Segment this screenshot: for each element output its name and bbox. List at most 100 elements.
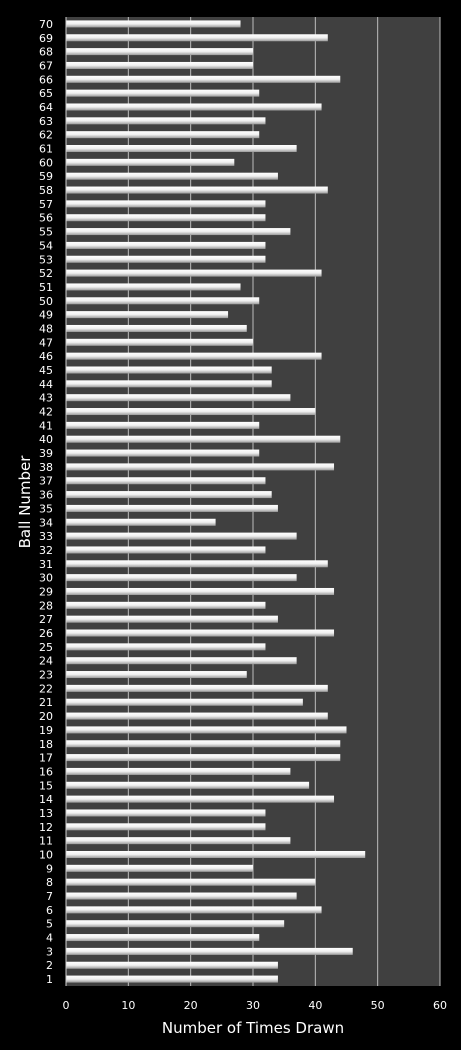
bar-ball-25: [66, 643, 266, 651]
bar-ball-18: [66, 740, 341, 748]
bar-ball-36: [66, 491, 272, 499]
y-tick-label: 61: [39, 143, 53, 156]
bar-ball-65: [66, 89, 260, 97]
y-tick-label: 19: [39, 724, 53, 737]
y-tick-label: 1: [46, 973, 53, 986]
y-tick-label: 29: [39, 585, 53, 598]
y-tick-label: 32: [39, 544, 53, 557]
bar-ball-55: [66, 228, 291, 236]
bar-ball-51: [66, 283, 241, 291]
bar-ball-16: [66, 767, 291, 775]
bar-ball-67: [66, 61, 253, 69]
bar-ball-56: [66, 214, 266, 222]
y-tick-label: 52: [39, 267, 53, 280]
bar-ball-27: [66, 615, 278, 623]
bar-ball-3: [66, 947, 353, 955]
bar-ball-33: [66, 532, 297, 540]
bar-ball-29: [66, 587, 335, 595]
y-tick-label: 2: [46, 959, 53, 972]
y-tick-label: 68: [39, 46, 53, 59]
bar-ball-22: [66, 684, 328, 692]
y-tick-label: 8: [46, 876, 53, 889]
y-tick-label: 48: [39, 322, 53, 335]
bar-ball-34: [66, 518, 216, 526]
y-tick-label: 28: [39, 599, 53, 612]
bar-ball-24: [66, 657, 297, 665]
y-tick-label: 25: [39, 641, 53, 654]
bar-ball-17: [66, 754, 341, 762]
x-tick-label: 20: [184, 999, 198, 1012]
bar-ball-42: [66, 408, 316, 416]
bar-ball-62: [66, 131, 260, 139]
y-tick-label: 14: [39, 793, 53, 806]
bar-ball-14: [66, 795, 335, 803]
bar-ball-53: [66, 255, 266, 263]
y-tick-label: 63: [39, 115, 53, 128]
y-tick-label: 57: [39, 198, 53, 211]
bar-ball-43: [66, 394, 291, 402]
y-tick-label: 9: [46, 862, 53, 875]
y-tick-label: 26: [39, 627, 53, 640]
y-tick-label: 60: [39, 156, 53, 169]
y-tick-label: 46: [39, 350, 53, 363]
x-axis-title: Number of Times Drawn: [162, 1019, 344, 1037]
y-tick-label: 24: [39, 655, 53, 668]
bar-ball-52: [66, 269, 322, 277]
bar-ball-23: [66, 671, 247, 679]
y-tick-label: 69: [39, 32, 53, 45]
y-tick-label: 15: [39, 779, 53, 792]
bar-ball-38: [66, 463, 335, 471]
y-tick-label: 53: [39, 253, 53, 266]
y-tick-label: 30: [39, 572, 53, 585]
bar-ball-48: [66, 324, 247, 332]
y-axis-title: Ball Number: [16, 455, 34, 549]
bar-ball-8: [66, 878, 316, 886]
bar-ball-57: [66, 200, 266, 208]
bar-ball-50: [66, 297, 260, 305]
bar-ball-5: [66, 920, 285, 928]
bar-ball-39: [66, 449, 260, 457]
bar-ball-58: [66, 186, 328, 194]
y-tick-label: 44: [39, 378, 53, 391]
x-tick-label: 40: [308, 999, 322, 1012]
y-tick-label: 16: [39, 765, 53, 778]
bar-ball-70: [66, 20, 241, 28]
y-tick-label: 47: [39, 336, 53, 349]
y-tick-label: 36: [39, 489, 53, 502]
y-tick-label: 17: [39, 752, 53, 765]
y-tick-label: 11: [39, 835, 53, 848]
bar-ball-68: [66, 48, 253, 56]
bar-ball-64: [66, 103, 322, 111]
y-tick-label: 34: [39, 516, 53, 529]
y-tick-label: 64: [39, 101, 53, 114]
y-tick-label: 58: [39, 184, 53, 197]
y-tick-labels: 1234567891011121314151617181920212223242…: [39, 18, 53, 986]
y-tick-label: 12: [39, 821, 53, 834]
y-tick-label: 10: [39, 848, 53, 861]
bar-ball-26: [66, 629, 335, 637]
bar-ball-31: [66, 560, 328, 568]
bar-ball-37: [66, 477, 266, 485]
bar-ball-46: [66, 352, 322, 360]
y-tick-label: 23: [39, 669, 53, 682]
y-tick-label: 39: [39, 447, 53, 460]
bar-ball-61: [66, 145, 297, 153]
bar-ball-41: [66, 421, 260, 429]
y-tick-label: 55: [39, 226, 53, 239]
bar-ball-32: [66, 546, 266, 554]
y-tick-label: 59: [39, 170, 53, 183]
y-tick-label: 38: [39, 461, 53, 474]
bar-ball-28: [66, 601, 266, 609]
bar-ball-15: [66, 781, 310, 789]
bar-ball-69: [66, 34, 328, 42]
bar-ball-66: [66, 75, 341, 83]
bar-ball-4: [66, 934, 260, 942]
y-tick-label: 37: [39, 475, 53, 488]
y-tick-label: 42: [39, 406, 53, 419]
y-tick-label: 70: [39, 18, 53, 31]
y-tick-label: 43: [39, 392, 53, 405]
bar-ball-60: [66, 158, 235, 166]
y-tick-label: 45: [39, 364, 53, 377]
bar-ball-9: [66, 864, 253, 872]
